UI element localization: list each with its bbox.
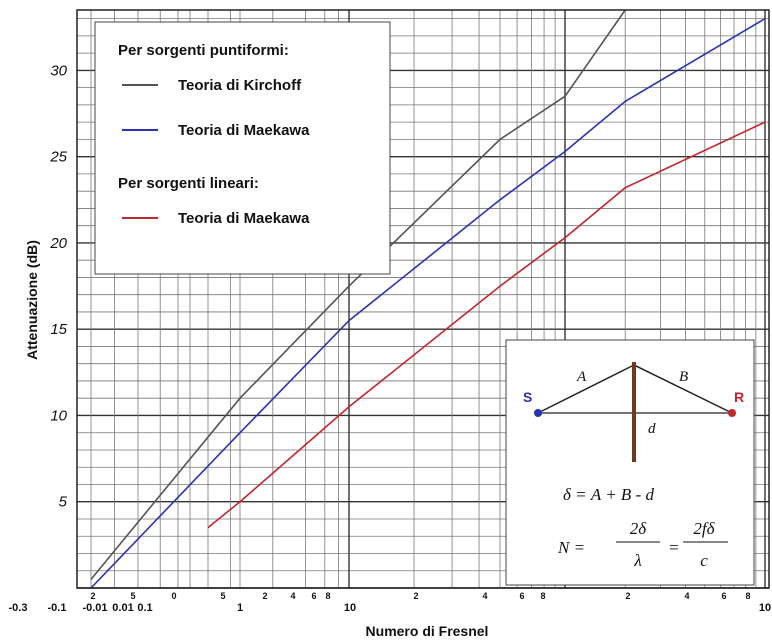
y-tick-label: 10: [50, 407, 67, 424]
x-tick-label-minor: 4: [482, 591, 487, 601]
x-tick-label-minor: 5: [130, 591, 135, 601]
formula-frac2-num: 2fδ: [693, 519, 715, 538]
y-tick-labels: 5 10 15 20 25 30: [49, 62, 67, 510]
inset-box: [505, 339, 755, 586]
series-line-1: [90, 17, 766, 589]
legend-label-kirchoff: Teoria di Kirchoff: [178, 77, 302, 94]
y-tick-label: 20: [49, 235, 67, 252]
formula-frac2-den: c: [700, 551, 708, 570]
inset-path-b: [633, 364, 733, 414]
x-tick-label-minor: 8: [325, 591, 330, 601]
inset-label-b: B: [679, 369, 688, 385]
y-axis-label: Attenuazione (dB): [24, 240, 40, 360]
legend-label-maekawa-point: Teoria di Maekawa: [178, 122, 310, 139]
x-tick-label-major: -0.3: [9, 602, 28, 614]
x-tick-label-minor: 4: [290, 591, 295, 601]
x-tick-label-minor: 4: [684, 591, 689, 601]
series-line-2: [207, 121, 766, 529]
y-tick-label: 5: [59, 494, 68, 511]
x-tick-label-major: -0.1: [48, 602, 67, 614]
formula-eq: =: [668, 538, 679, 557]
legend-box: [94, 21, 391, 275]
y-tick-label: 25: [49, 149, 67, 166]
legend-label-maekawa-line: Teoria di Maekawa: [178, 210, 310, 227]
x-tick-label-minor: 6: [311, 591, 316, 601]
x-axis-label: Numero di Fresnel: [366, 623, 489, 639]
x-tick-label-major: 10: [759, 602, 771, 614]
formula-n-label: N =: [557, 538, 585, 557]
x-tick-label-minor: 6: [721, 591, 726, 601]
x-tick-label-minor: 8: [540, 591, 545, 601]
inset-source-label: S: [523, 389, 532, 405]
inset-receiver-dot: [728, 409, 736, 417]
x-tick-label-minor: 0: [171, 591, 176, 601]
inset-receiver-label: R: [734, 389, 744, 405]
formula-delta: δ = A + B - d: [563, 485, 654, 504]
formula-frac1-num: 2δ: [630, 519, 648, 538]
x-tick-label-major: 1: [237, 602, 243, 614]
x-tick-label-minor: 5: [220, 591, 225, 601]
inset-label-a: A: [576, 369, 587, 385]
inset-barrier: [632, 362, 636, 462]
inset-path-a: [537, 364, 635, 414]
legend-heading-line: Per sorgenti lineari:: [118, 175, 259, 192]
x-tick-label-minor: 8: [745, 591, 750, 601]
series-lines: [90, 9, 766, 589]
inset-source-dot: [534, 409, 542, 417]
y-tick-label: 15: [50, 321, 67, 338]
formula-frac1-den: λ: [633, 551, 641, 570]
x-tick-label-minor: 2: [413, 591, 418, 601]
x-tick-label-major: 0.1: [137, 602, 152, 614]
x-tick-label-major: 10: [344, 602, 356, 614]
x-tick-label-minor: 2: [90, 591, 95, 601]
plot-frame: [76, 9, 770, 589]
x-tick-labels: -0.3 -0.1 -0.01 0.01 0.1 1 10 102 5 0 5 2 4 6 8 2 4 6 8 2 4 6…: [9, 591, 772, 614]
legend-heading-point: Per sorgenti puntiformi:: [118, 42, 289, 59]
series-line-0: [90, 9, 626, 580]
x-tick-label-major: 0.01: [112, 602, 133, 614]
y-tick-label: 30: [50, 62, 67, 79]
inset-label-d: d: [648, 421, 656, 437]
x-tick-label-minor: 2: [262, 591, 267, 601]
x-tick-label-minor: 2: [625, 591, 630, 601]
x-tick-label-major: -0.01: [82, 602, 107, 614]
x-tick-label-minor: 6: [519, 591, 524, 601]
